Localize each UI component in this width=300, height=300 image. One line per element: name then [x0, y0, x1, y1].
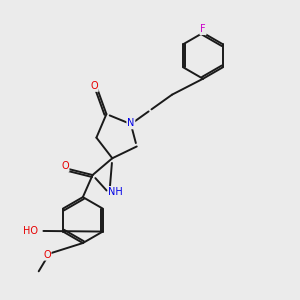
Text: N: N: [127, 118, 134, 128]
Text: HO: HO: [23, 226, 38, 236]
Text: O: O: [90, 81, 98, 91]
Text: NH: NH: [109, 187, 123, 197]
Text: O: O: [43, 250, 51, 260]
Text: O: O: [61, 161, 69, 171]
Text: F: F: [200, 24, 206, 34]
